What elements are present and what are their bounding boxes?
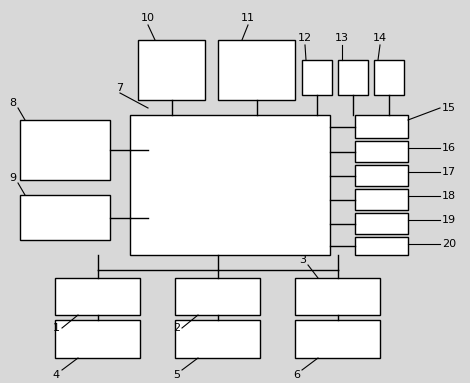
Text: 1: 1 [53,323,60,333]
Bar [295,278,380,315]
Text: 13: 13 [335,33,349,43]
Bar [175,320,260,358]
Bar [355,165,408,186]
Bar [55,278,140,315]
Bar [355,115,408,138]
Text: 16: 16 [442,143,456,153]
Text: 11: 11 [241,13,255,23]
Bar [175,278,260,315]
Text: 19: 19 [442,215,456,225]
Text: 4: 4 [53,370,60,380]
Text: 5: 5 [173,370,180,380]
Bar [55,320,140,358]
Text: 12: 12 [298,33,312,43]
Bar [20,120,110,180]
Text: 18: 18 [442,191,456,201]
Text: 17: 17 [442,167,456,177]
Bar [338,60,368,95]
Bar [218,40,295,100]
Bar [295,320,380,358]
Text: 10: 10 [141,13,155,23]
Text: 2: 2 [173,323,180,333]
Text: 6: 6 [293,370,300,380]
Bar [355,237,408,255]
Text: 7: 7 [117,83,124,93]
Text: 8: 8 [9,98,16,108]
Text: 9: 9 [9,173,16,183]
Bar [302,60,332,95]
Text: 15: 15 [442,103,456,113]
Bar [138,40,205,100]
Bar [355,141,408,162]
Bar [130,115,330,255]
Text: 14: 14 [373,33,387,43]
Bar [355,189,408,210]
Text: 3: 3 [299,255,306,265]
Bar [374,60,404,95]
Text: 20: 20 [442,239,456,249]
Bar [20,195,110,240]
Bar [355,213,408,234]
